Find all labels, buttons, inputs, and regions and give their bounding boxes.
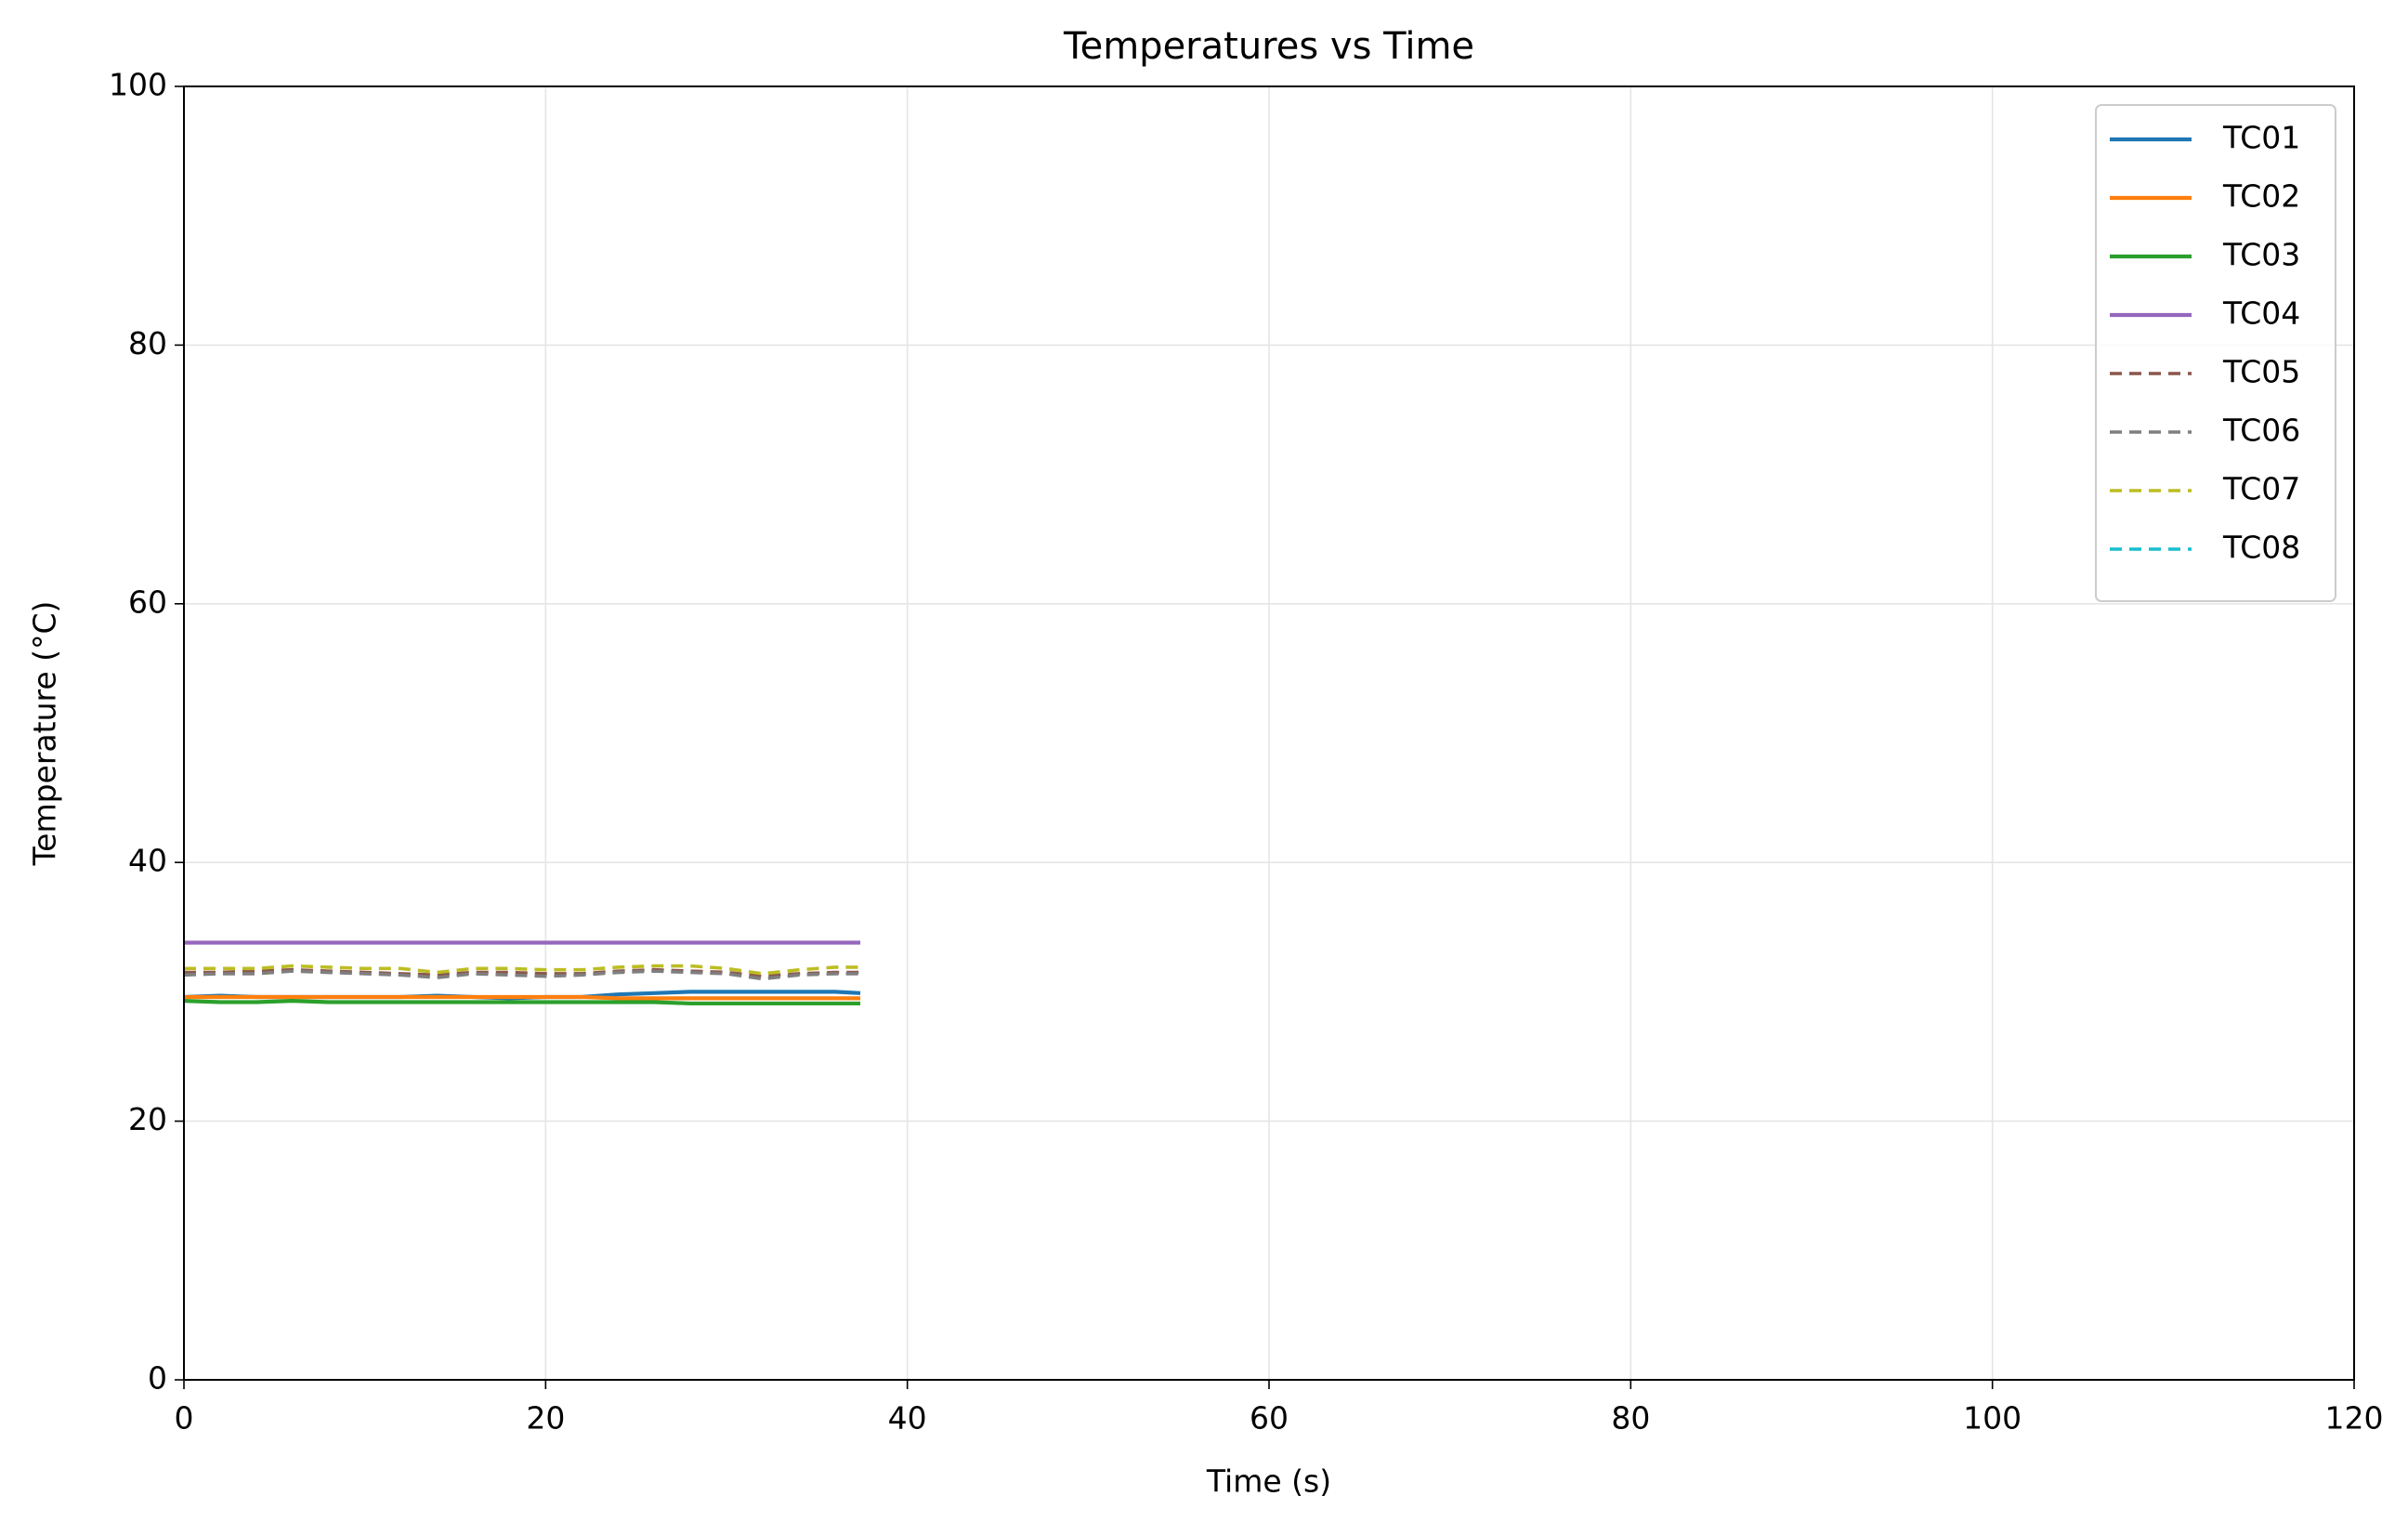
- legend-label: TC07: [2222, 471, 2300, 507]
- y-tick-label: 0: [148, 1360, 167, 1397]
- legend-label: TC02: [2222, 178, 2300, 215]
- x-tick-label: 60: [1250, 1400, 1289, 1437]
- legend-label: TC05: [2222, 354, 2300, 390]
- series-line: [184, 964, 861, 976]
- legend-label: TC01: [2222, 120, 2300, 156]
- legend-label: TC04: [2222, 295, 2300, 332]
- y-tick-label: 40: [128, 843, 167, 879]
- series-line: [184, 994, 861, 1001]
- legend-box: [2095, 104, 2336, 602]
- x-tick-label: 80: [1611, 1400, 1650, 1437]
- x-tick-label: 120: [2325, 1400, 2384, 1437]
- legend-label: TC06: [2222, 413, 2300, 449]
- legend-label: TC08: [2222, 530, 2300, 566]
- legend: TC01 TC02 TC03 TC04 TC05 TC06 TC07 TC08: [2095, 104, 2336, 602]
- chart-title: Temperatures vs Time: [1063, 25, 1474, 68]
- series-line: [184, 967, 861, 978]
- x-tick-label: 100: [1963, 1400, 2022, 1437]
- x-tick-label: 0: [175, 1400, 194, 1437]
- plot-frame: [183, 85, 2355, 1381]
- y-tick-label: 100: [109, 67, 167, 103]
- y-tick-label: 80: [128, 325, 167, 361]
- x-axis-label: Time (s): [1206, 1463, 1331, 1500]
- series-line: [183, 969, 861, 981]
- y-tick-label: 60: [128, 584, 167, 620]
- legend-label: TC03: [2222, 237, 2300, 273]
- x-tick-label: 20: [526, 1400, 565, 1437]
- series-line: [183, 999, 861, 1006]
- x-tick-label: 40: [888, 1400, 927, 1437]
- y-tick-label: 20: [128, 1101, 167, 1137]
- y-axis-label: Temperature (°C): [27, 601, 63, 867]
